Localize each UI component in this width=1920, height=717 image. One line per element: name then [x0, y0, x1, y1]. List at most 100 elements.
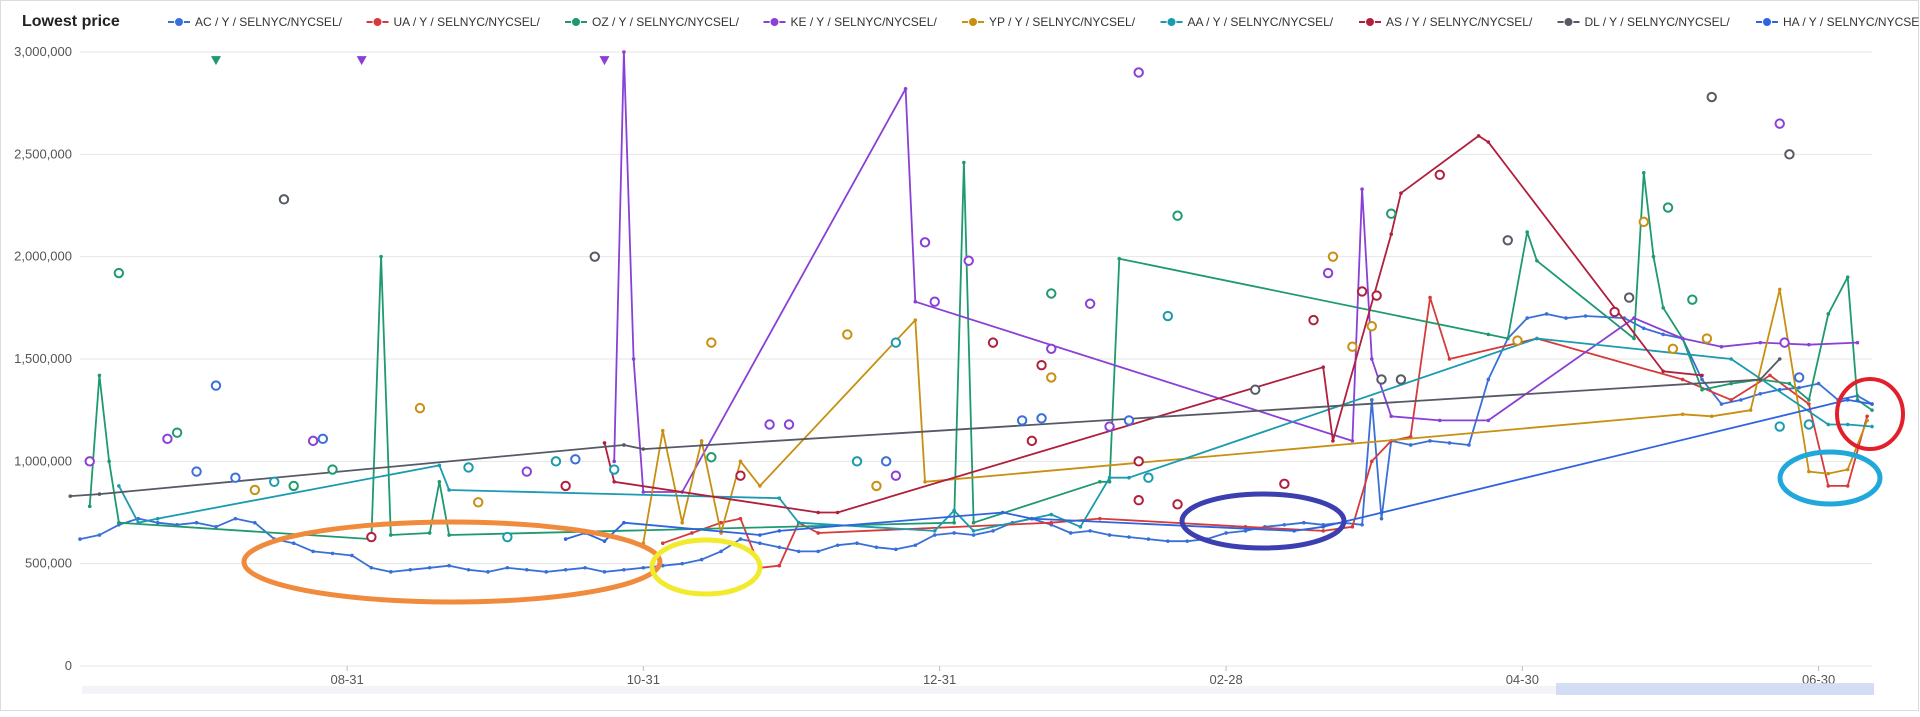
data-point[interactable]	[971, 533, 976, 537]
marker-circle[interactable]	[1662, 202, 1674, 213]
marker-triangle[interactable]	[599, 56, 610, 66]
data-point[interactable]	[660, 428, 665, 433]
data-point[interactable]	[602, 570, 607, 574]
data-point[interactable]	[738, 537, 743, 541]
data-point[interactable]	[1845, 467, 1850, 472]
data-point[interactable]	[719, 549, 723, 554]
data-point[interactable]	[1360, 187, 1364, 191]
data-point[interactable]	[1729, 398, 1733, 402]
data-point[interactable]	[466, 568, 471, 572]
data-point[interactable]	[1641, 170, 1646, 175]
marker-circle[interactable]	[1638, 216, 1649, 228]
data-point[interactable]	[1865, 418, 1869, 423]
marker-circle[interactable]	[1366, 321, 1377, 332]
data-point[interactable]	[680, 520, 684, 525]
marker-circle[interactable]	[288, 480, 299, 492]
marker-circle[interactable]	[783, 419, 795, 430]
data-point[interactable]	[602, 441, 607, 445]
marker-circle[interactable]	[1046, 372, 1057, 383]
data-point[interactable]	[738, 459, 743, 464]
data-point[interactable]	[1661, 369, 1665, 374]
data-point[interactable]	[447, 563, 451, 568]
marker-circle[interactable]	[366, 531, 377, 543]
series-line[interactable]	[642, 288, 1868, 544]
data-point[interactable]	[427, 531, 432, 535]
marker-circle[interactable]	[113, 267, 125, 279]
data-point[interactable]	[631, 357, 636, 361]
data-point[interactable]	[1845, 484, 1850, 488]
legend-item[interactable]: AS / Y / SELNYC/NYCSEL/	[1359, 15, 1533, 29]
data-point[interactable]	[1185, 539, 1190, 543]
marker-circle[interactable]	[1774, 421, 1785, 432]
marker-circle[interactable]	[919, 237, 931, 248]
data-point[interactable]	[1807, 402, 1811, 406]
marker-circle[interactable]	[307, 435, 319, 447]
data-point[interactable]	[1826, 422, 1831, 427]
data-point[interactable]	[1680, 412, 1685, 417]
series-line[interactable]	[79, 313, 1873, 573]
data-point[interactable]	[894, 547, 898, 552]
data-point[interactable]	[437, 463, 442, 468]
data-point[interactable]	[1758, 340, 1763, 345]
data-point[interactable]	[194, 520, 199, 525]
marker-circle[interactable]	[473, 497, 484, 508]
data-point[interactable]	[87, 504, 92, 509]
data-point[interactable]	[1049, 520, 1054, 525]
data-point[interactable]	[1870, 402, 1874, 406]
data-point[interactable]	[777, 496, 782, 500]
marker-circle[interactable]	[84, 456, 95, 467]
marker-circle[interactable]	[1133, 495, 1144, 506]
data-point[interactable]	[932, 533, 937, 537]
marker-circle[interactable]	[521, 466, 532, 477]
data-point[interactable]	[612, 459, 617, 464]
data-point[interactable]	[1777, 287, 1782, 292]
series-line[interactable]	[603, 135, 1703, 514]
data-point[interactable]	[660, 541, 665, 545]
data-point[interactable]	[379, 254, 383, 259]
data-point[interactable]	[758, 533, 762, 537]
data-point[interactable]	[1661, 332, 1665, 337]
marker-circle[interactable]	[1706, 91, 1717, 103]
data-point[interactable]	[971, 529, 976, 533]
data-point[interactable]	[1350, 439, 1355, 443]
data-point[interactable]	[923, 480, 927, 484]
marker-circle[interactable]	[191, 466, 202, 477]
data-point[interactable]	[408, 568, 413, 572]
data-point[interactable]	[1331, 439, 1335, 443]
legend-item[interactable]: UA / Y / SELNYC/NYCSEL/	[366, 15, 541, 29]
data-point[interactable]	[311, 549, 315, 554]
data-point[interactable]	[1321, 525, 1326, 529]
marker-circle[interactable]	[1162, 310, 1174, 322]
marker-circle[interactable]	[1172, 499, 1183, 510]
marker-circle[interactable]	[550, 456, 562, 467]
data-point[interactable]	[1146, 537, 1151, 541]
marker-circle[interactable]	[414, 402, 426, 414]
data-point[interactable]	[214, 525, 218, 529]
marker-circle[interactable]	[987, 337, 999, 348]
marker-circle[interactable]	[851, 456, 863, 467]
data-point[interactable]	[1098, 480, 1102, 484]
data-point[interactable]	[1816, 381, 1821, 386]
data-point[interactable]	[835, 510, 840, 515]
marker-circle[interactable]	[1026, 435, 1038, 447]
data-point[interactable]	[1068, 531, 1073, 535]
series-line[interactable]	[88, 161, 1873, 540]
data-point[interactable]	[1360, 522, 1364, 527]
marker-circle[interactable]	[502, 531, 513, 543]
data-point[interactable]	[903, 87, 908, 91]
data-point[interactable]	[1807, 342, 1811, 347]
marker-circle[interactable]	[560, 480, 571, 492]
data-point[interactable]	[1826, 312, 1831, 316]
legend-item[interactable]: DL / Y / SELNYC/NYCSEL/	[1557, 15, 1731, 29]
data-point[interactable]	[1709, 414, 1714, 419]
marker-triangle[interactable]	[356, 56, 367, 66]
marker-circle[interactable]	[230, 472, 241, 483]
data-point[interactable]	[622, 520, 626, 525]
data-point[interactable]	[1243, 529, 1248, 533]
marker-circle[interactable]	[463, 462, 474, 473]
data-point[interactable]	[330, 551, 335, 556]
data-point[interactable]	[524, 568, 529, 572]
data-point[interactable]	[913, 299, 918, 304]
marker-circle[interactable]	[1803, 419, 1815, 430]
data-point[interactable]	[1107, 533, 1112, 537]
